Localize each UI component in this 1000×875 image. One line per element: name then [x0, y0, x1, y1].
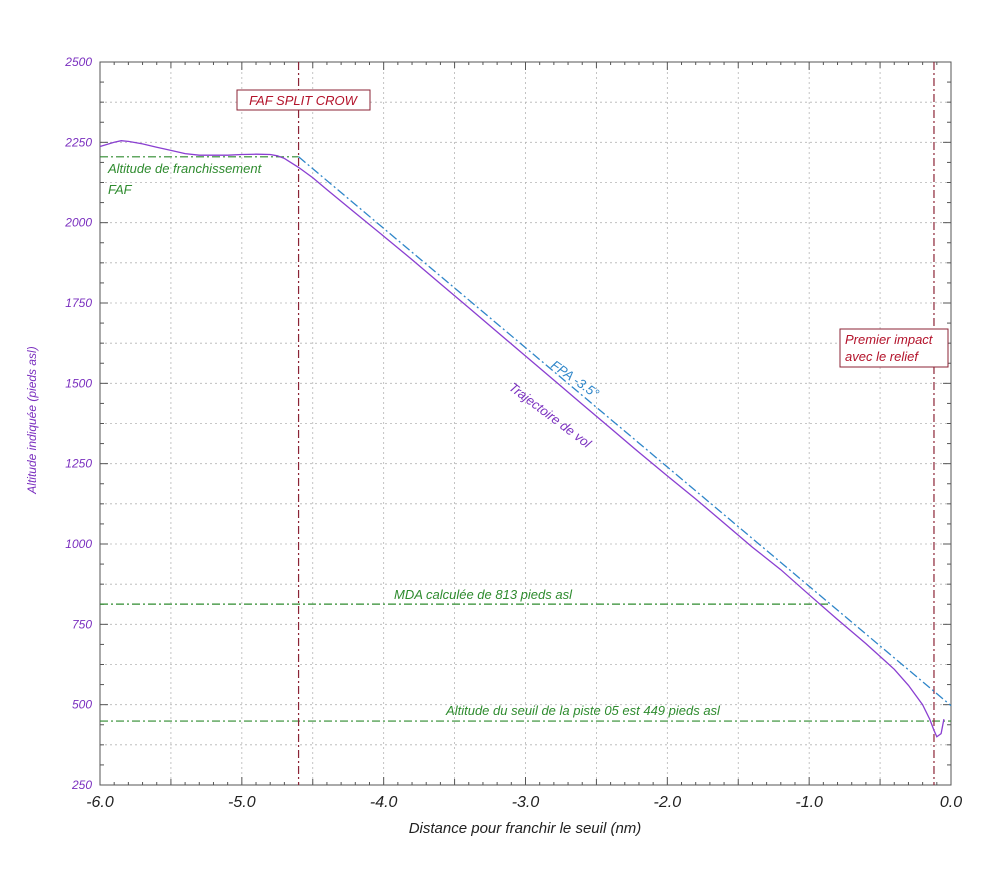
premier-impact-box: [839, 328, 949, 368]
premier-impact-label-line2: avec le relief: [845, 349, 919, 364]
y-tick-label: 2250: [64, 135, 92, 149]
altitude-franchissement-label-line2: FAF: [108, 182, 133, 197]
y-axis-label: Altitude indiquée (pieds asl): [25, 346, 39, 494]
x-tick-label: -2.0: [654, 794, 682, 811]
x-tick-label: -1.0: [795, 794, 823, 811]
faf-split-crow-box: [236, 89, 371, 111]
y-tick-label: 1000: [65, 537, 92, 551]
y-tick-labels: 250 500 750 1000 1250 1500 1750 2000 2250 2500: [64, 55, 92, 792]
flight-path-line: [99, 140, 945, 738]
x-tick-labels: -6.0 -5.0 -4.0 -3.0 -2.0 -1.0 0.0: [86, 794, 962, 811]
y-tick-label: 750: [72, 617, 92, 631]
y-tick-label: 500: [72, 698, 92, 712]
y-tick-label: 1250: [65, 457, 92, 471]
y-tick-label: 2500: [64, 55, 92, 69]
x-tick-label: -5.0: [228, 794, 256, 811]
seuil-label: Altitude du seuil de la piste 05 est 449…: [445, 703, 721, 718]
fpa-line: [298, 156, 952, 707]
y-tick-label: 1500: [65, 376, 92, 390]
x-tick-label: -6.0: [86, 794, 114, 811]
premier-impact-label-line1: Premier impact: [845, 332, 934, 347]
x-tick-label: 0.0: [940, 794, 962, 811]
y-tick-label: 1750: [65, 296, 92, 310]
series-group: [99, 140, 952, 738]
grid: [100, 62, 951, 785]
x-tick-label: -4.0: [370, 794, 398, 811]
y-tick-label: 250: [71, 778, 92, 792]
mda-label: MDA calculée de 813 pieds asl: [394, 587, 573, 602]
x-tick-label: -3.0: [512, 794, 540, 811]
altitude-franchissement-label-line1: Altitude de franchissement: [107, 161, 263, 176]
y-tick-label: 2000: [64, 216, 92, 230]
fpa-label: FPA -3.5°: [548, 357, 602, 401]
x-axis-label: Distance pour franchir le seuil (nm): [409, 820, 642, 837]
reference-lines: [100, 62, 951, 785]
faf-split-crow-label: FAF SPLIT CROW: [249, 93, 359, 108]
